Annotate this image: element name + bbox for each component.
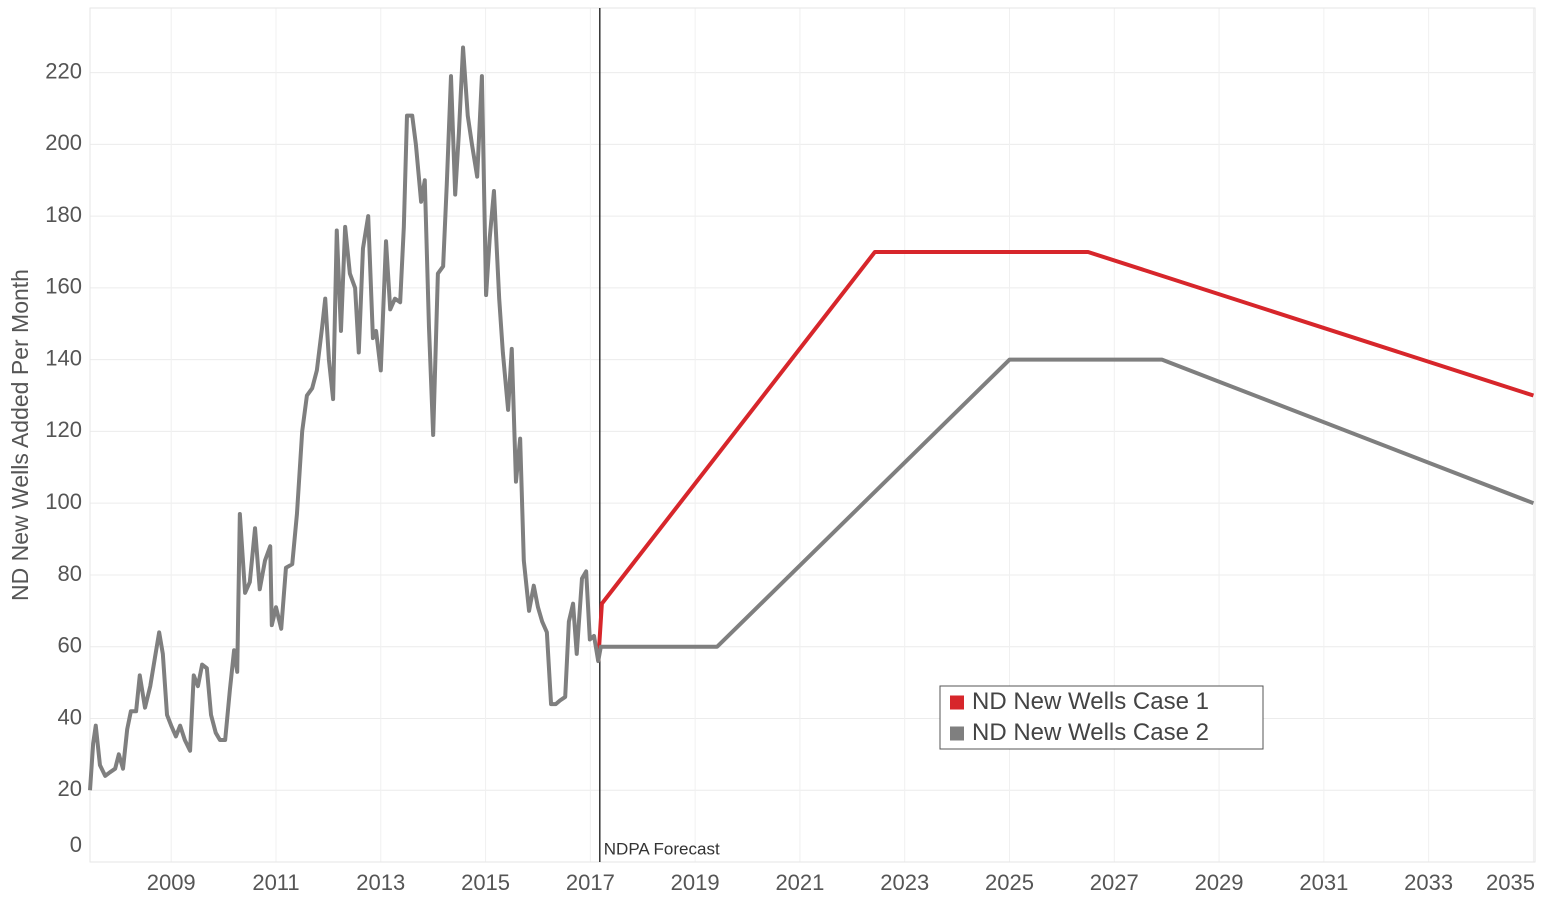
x-tick-label: 2013 (356, 870, 405, 895)
x-tick-label: 2023 (880, 870, 929, 895)
y-tick-label: 20 (58, 776, 82, 801)
y-tick-label: 60 (58, 633, 82, 658)
legend: ND New Wells Case 1 ND New Wells Case 2 (939, 685, 1264, 750)
y-tick-label: 0 (70, 832, 82, 857)
annotation: NDPA Forecast (604, 839, 720, 858)
x-tick-label: 2009 (147, 870, 196, 895)
x-tick-label: 2027 (1090, 870, 1139, 895)
x-tick-label: 2031 (1299, 870, 1348, 895)
legend-label: ND New Wells Case 1 (972, 688, 1209, 715)
y-tick-label: 160 (45, 274, 82, 299)
x-tick-label: 2029 (1195, 870, 1244, 895)
legend-swatch (950, 726, 964, 741)
y-tick-label: 40 (58, 704, 82, 729)
x-tick-label: 2015 (461, 870, 510, 895)
y-tick-label: 220 (45, 58, 82, 83)
series-line (88, 45, 1535, 791)
plot-frame (89, 7, 1536, 863)
x-tick-label: 2017 (566, 870, 615, 895)
x-tick-label: 2011 (252, 870, 299, 895)
y-axis-label: ND New Wells Added Per Month (7, 269, 33, 601)
y-tick-label: 120 (45, 417, 82, 442)
y-tick-label: 180 (45, 202, 82, 227)
x-tick-label: 2019 (671, 870, 720, 895)
legend-swatch (950, 695, 964, 710)
y-tick-label: 200 (45, 130, 82, 155)
y-tick-label: 80 (58, 561, 82, 586)
legend-label: ND New Wells Case 2 (972, 719, 1209, 746)
x-tick-label: 2025 (985, 870, 1034, 895)
x-tick-label: 2033 (1404, 870, 1453, 895)
x-tick-label: 2021 (775, 870, 824, 895)
x-tick-label: 2035 (1486, 870, 1535, 895)
legend-box (939, 685, 1264, 750)
series-line (596, 250, 1535, 662)
y-tick-label: 140 (45, 345, 82, 370)
y-tick-label: 100 (45, 489, 82, 514)
